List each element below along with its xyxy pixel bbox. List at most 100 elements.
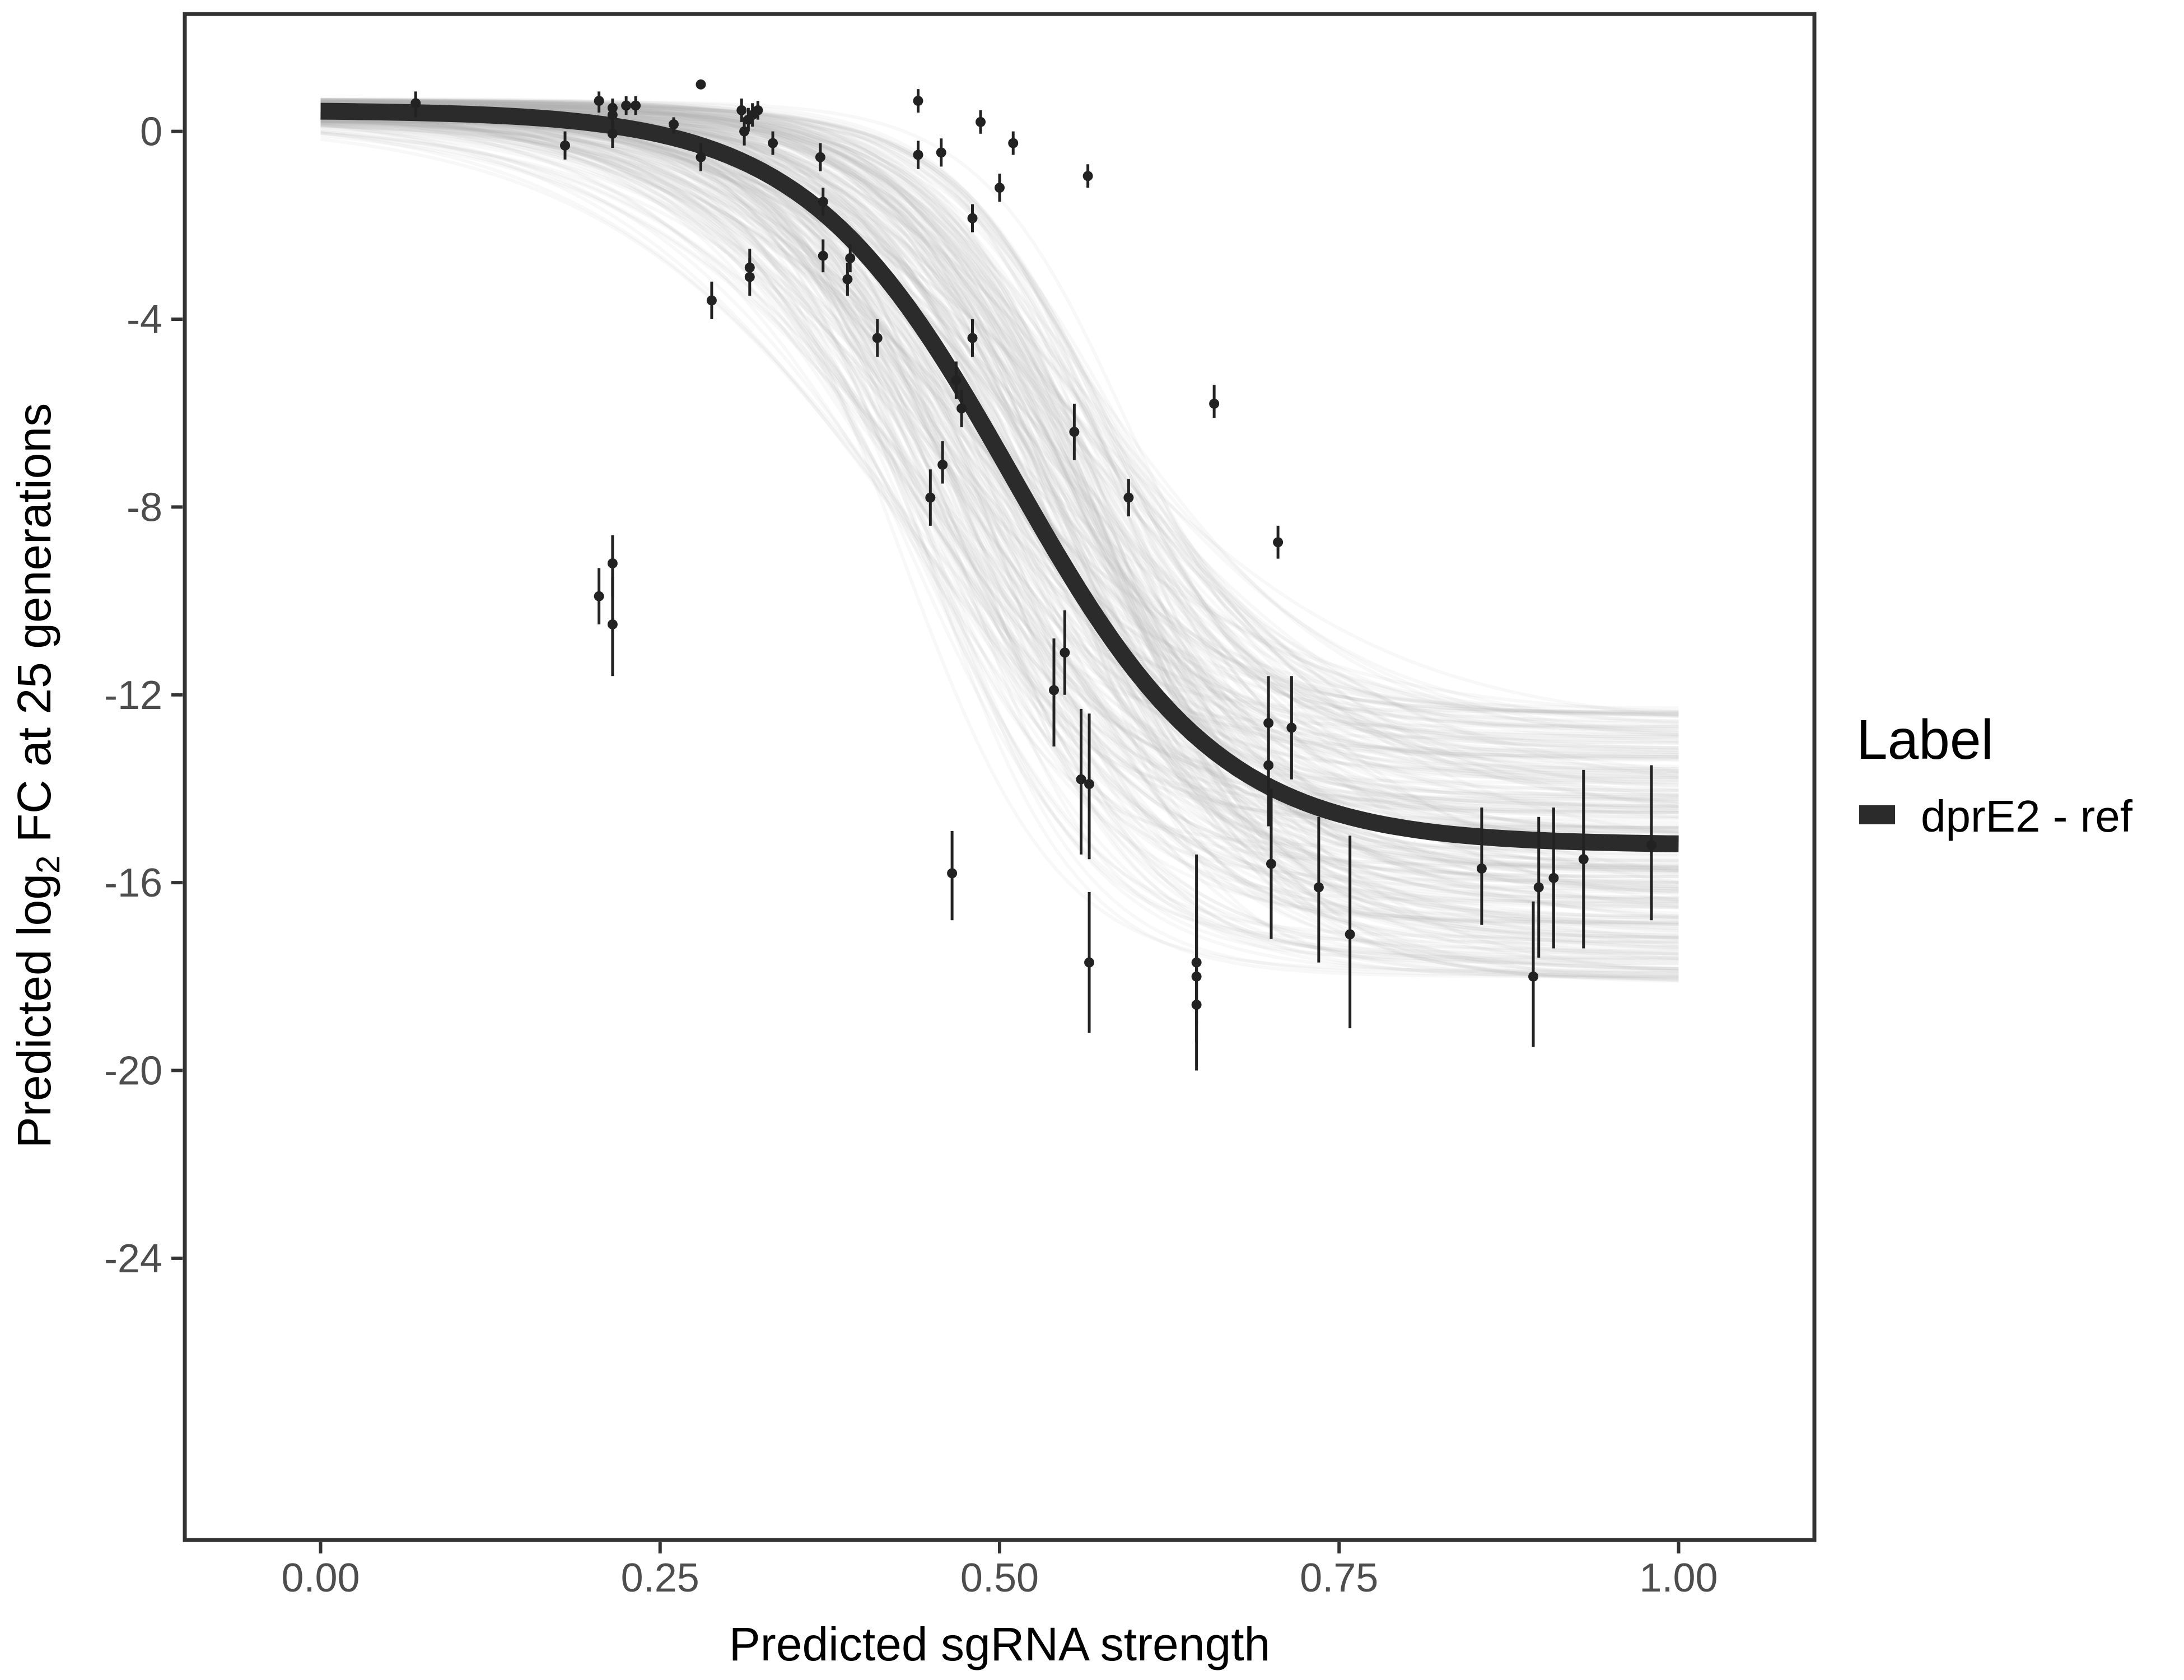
posterior-draw [320,104,1679,715]
posterior-draw [320,110,1679,754]
posterior-draw [320,106,1679,937]
posterior-draw [320,99,1679,737]
posterior-draw [320,134,1679,916]
posterior-draw [320,117,1679,978]
posterior-draw [320,100,1679,922]
posterior-draw [320,99,1679,793]
posterior-draw [320,98,1679,762]
posterior-draw [320,122,1679,927]
y-tick-label: -20 [104,1049,162,1094]
posterior-draw [320,106,1679,830]
data-point [1476,808,1487,925]
posterior-draw [320,100,1679,909]
posterior-draw [320,116,1679,918]
legend-label-dprE2-ref: dprE2 - ref [1921,791,2133,841]
data-point [1209,385,1220,418]
posterior-draw [320,112,1679,909]
point-marker [1084,957,1095,968]
posterior-draw [320,109,1679,874]
posterior-draw [320,122,1679,830]
posterior-draw [320,102,1679,935]
data-point [410,91,421,118]
data-point [872,319,883,357]
posterior-draw [320,101,1679,798]
posterior-draw [320,105,1679,756]
point-marker [736,105,747,115]
fit-curve-layer [320,102,1679,852]
posterior-draw [320,132,1679,941]
x-axis-title: Predicted sgRNA strength [729,1618,1271,1670]
data-point [913,141,923,169]
data-point [937,441,948,484]
point-marker [845,253,856,263]
data-point [1069,403,1080,460]
data-point [1263,713,1274,827]
point-marker [842,274,853,284]
posterior-draw [320,119,1679,782]
posterior-draw [320,99,1679,983]
posterior-draw [320,118,1679,869]
point-marker [913,96,923,106]
posterior-draw [320,109,1679,733]
posterior-draw [320,123,1679,927]
posterior-draw [320,100,1679,797]
posterior-draw [320,119,1679,808]
posterior-draw [320,127,1679,946]
posterior-draw [320,101,1679,759]
point-marker [607,128,618,139]
posterior-draw [320,99,1679,756]
posterior-draw [320,104,1679,879]
posterior-draw [320,106,1679,982]
point-marker [594,591,604,601]
posterior-draw [320,100,1679,941]
posterior-draw [320,106,1679,759]
data-point [1084,892,1095,1033]
posterior-draw [320,101,1679,713]
data-point [706,281,717,319]
point-marker [937,459,948,470]
x-tick-label: 0.50 [960,1556,1039,1600]
posterior-draw [320,103,1679,960]
point-marker [744,272,755,282]
point-marker [560,140,570,151]
posterior-draw [320,101,1679,920]
posterior-draw [320,97,1679,928]
point-marker [631,100,641,111]
posterior-draw [320,99,1679,781]
legend: Label dprE2 - ref [1856,708,2133,841]
data-point [1273,525,1284,559]
point-marker [1191,1000,1202,1010]
posterior-draw [320,115,1679,925]
posterior-draw [320,120,1679,975]
posterior-draw [320,116,1679,718]
posterior-draw [320,121,1679,806]
data-point [995,174,1005,202]
y-tick-label: 0 [140,110,162,155]
posterior-draw [320,106,1679,779]
point-marker [594,96,604,106]
data-point [1123,479,1134,517]
posterior-draw [320,118,1679,973]
x-tick-label: 0.75 [1300,1556,1378,1600]
posterior-draw [320,111,1679,841]
y-axis-title-prefix: Predicted log [8,874,60,1148]
point-marker [815,152,825,162]
posterior-draw [320,106,1679,824]
point-marker [1008,138,1019,148]
posterior-draw [320,98,1679,979]
y-axis-title-subscript: 2 [30,856,67,874]
posterior-draw [320,107,1679,745]
posterior-draw [320,106,1679,787]
y-axis-ticks: 0 -4 -8 -12 -16 -20 -24 [104,110,183,1281]
point-marker [925,492,936,503]
posterior-draw [320,113,1679,960]
point-marker [995,183,1005,193]
posterior-draw [320,119,1679,900]
fit-curve [320,102,1679,852]
point-marker [1548,872,1559,883]
point-marker [1049,685,1059,696]
point-marker [951,375,962,385]
data-point [744,258,755,296]
data-point [925,469,936,526]
data-point [1082,164,1093,188]
